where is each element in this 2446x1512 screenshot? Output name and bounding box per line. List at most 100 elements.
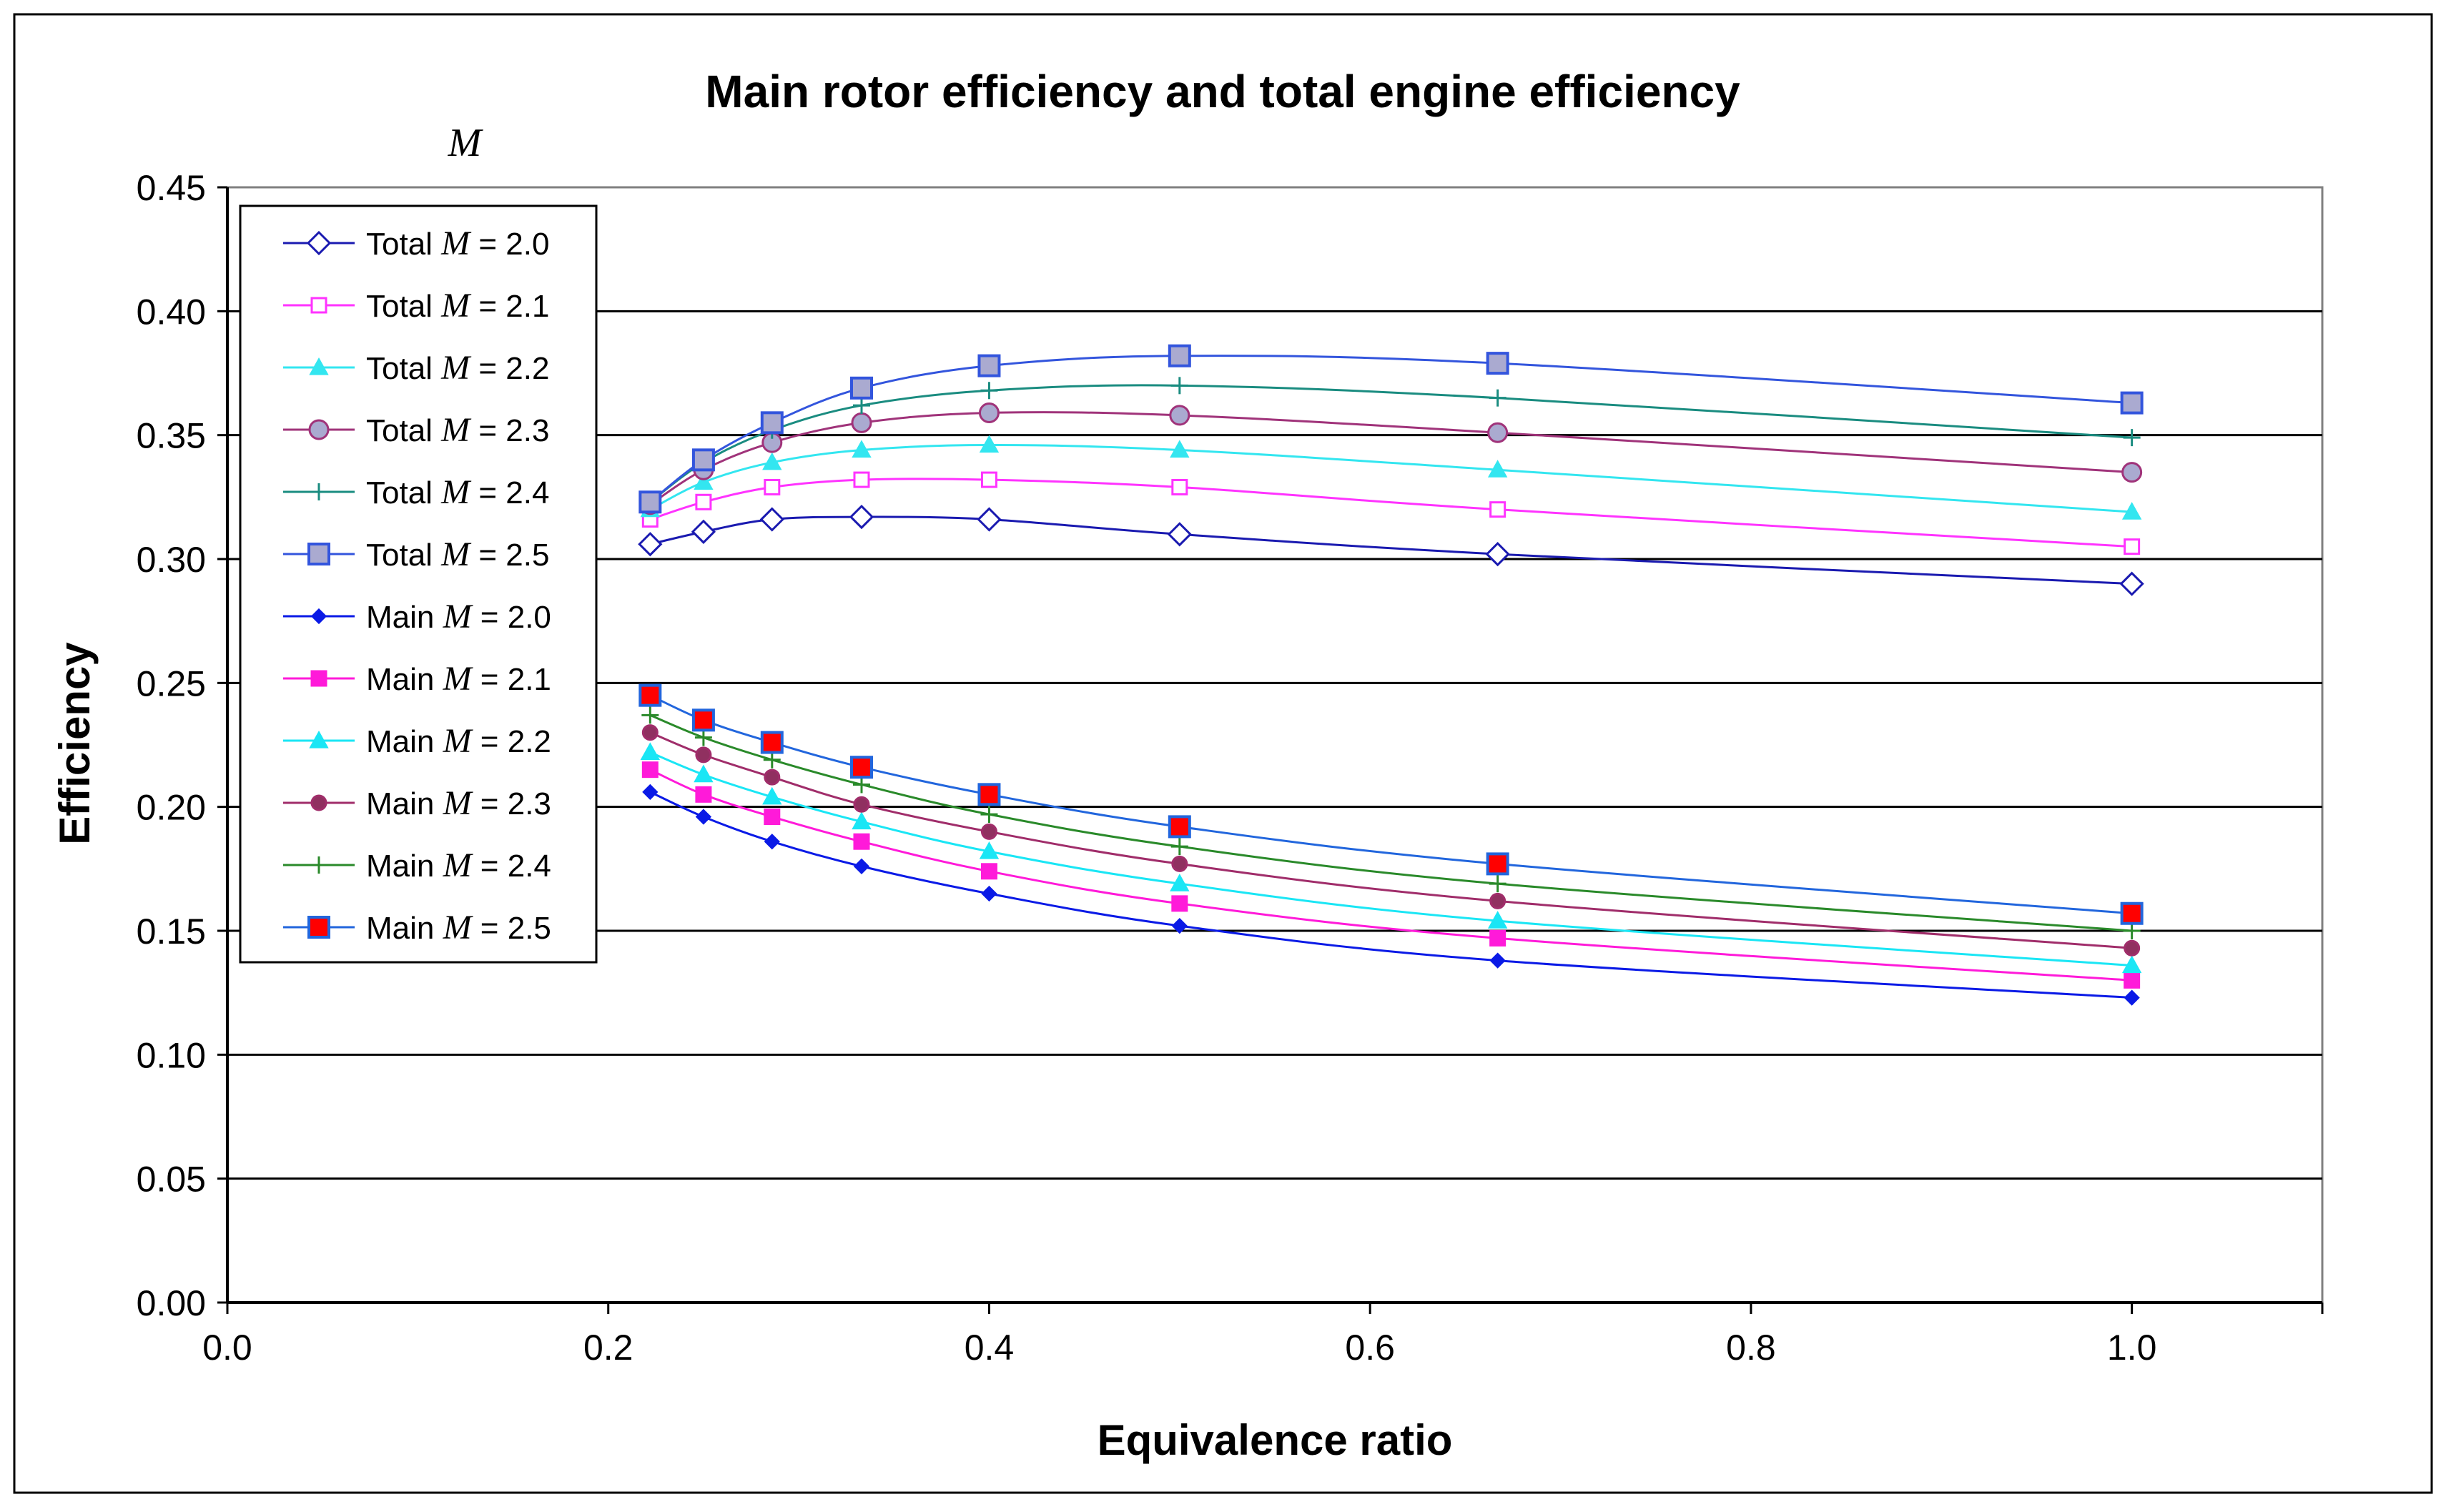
data-point-marker	[852, 811, 872, 830]
data-point-marker	[760, 411, 784, 435]
legend-item: Main M = 2.0	[283, 598, 551, 636]
data-point-marker	[852, 397, 870, 415]
legend-label-value: = 2.1	[472, 662, 551, 697]
data-point-marker	[310, 297, 327, 314]
legend-label-prefix: Main	[366, 724, 443, 759]
data-point-marker	[2120, 391, 2144, 415]
legend-label-symbol: M	[440, 411, 472, 449]
legend-label: Main M = 2.3	[366, 784, 551, 822]
data-point-marker	[310, 794, 327, 811]
legend-label-symbol: M	[443, 784, 474, 822]
y-tick-label: 0.40	[137, 292, 206, 332]
data-point-marker	[981, 885, 997, 902]
data-point-marker	[1170, 377, 1188, 395]
x-tick-label: 0.0	[202, 1328, 252, 1368]
data-point-marker	[310, 608, 327, 625]
legend-label-value: = 2.1	[470, 289, 549, 324]
data-point-marker	[849, 376, 873, 400]
legend-label-symbol: M	[440, 224, 472, 262]
data-point-marker	[640, 742, 661, 760]
legend-label: Total M = 2.4	[366, 473, 549, 511]
y-tick-label: 0.20	[137, 788, 206, 828]
data-point-marker	[1486, 852, 1509, 876]
legend-item: Main M = 2.4	[283, 846, 551, 884]
series-main-m-2-5	[638, 683, 2144, 925]
legend-item: Main M = 2.1	[283, 660, 551, 698]
legend-label-prefix: Main	[366, 600, 443, 635]
data-point-marker	[979, 435, 1000, 453]
legend-label: Total M = 2.3	[366, 411, 549, 449]
data-point-marker	[641, 706, 659, 724]
data-point-marker	[306, 230, 332, 256]
data-point-marker	[1489, 389, 1506, 407]
data-point-marker	[762, 786, 782, 805]
series-line	[649, 694, 2132, 915]
data-point-marker	[695, 786, 712, 803]
legend-item: Main M = 2.2	[283, 722, 551, 760]
legend-item: Main M = 2.3	[283, 784, 551, 822]
data-point-marker	[977, 783, 1001, 806]
y-axis-label: Efficiency	[51, 642, 99, 845]
data-point-marker	[307, 916, 330, 939]
y-tick-label: 0.30	[137, 540, 206, 580]
legend-label: Main M = 2.0	[366, 598, 551, 636]
data-point-marker	[1168, 344, 1191, 367]
data-point-marker	[309, 357, 329, 375]
legend-label-symbol: M	[440, 535, 472, 573]
data-point-marker	[1489, 892, 1506, 909]
series-line	[649, 444, 2132, 513]
axes: 0.00 0.05 0.10 0.15 0.20 0.25 0.30 0.35 0.40 0.45…	[137, 168, 2324, 1368]
data-point-marker	[1170, 838, 1188, 856]
data-point-marker	[1486, 352, 1509, 375]
data-point-marker	[2120, 901, 2144, 925]
legend-item: Total M = 2.3	[283, 411, 549, 449]
legend-label-value: = 2.3	[470, 413, 549, 448]
data-point-marker	[759, 507, 784, 532]
legend-label-value: = 2.2	[472, 724, 551, 759]
data-point-marker	[2121, 955, 2142, 974]
data-point-marker	[1167, 522, 1192, 547]
data-point-marker	[1489, 952, 1506, 969]
data-point-marker	[695, 809, 712, 825]
data-point-marker	[1487, 460, 1508, 478]
data-point-marker	[310, 483, 327, 500]
series-line	[649, 791, 2132, 999]
legend-label-prefix: Total	[366, 351, 441, 386]
data-point-marker	[1170, 874, 1190, 891]
data-point-marker	[638, 490, 662, 514]
x-tick-label: 0.6	[1345, 1328, 1395, 1368]
series-main-m-2-0	[642, 784, 2140, 1006]
data-point-marker	[310, 670, 327, 687]
legend-label-value: = 2.0	[472, 600, 551, 635]
x-tick-label: 0.2	[583, 1328, 633, 1368]
data-point-marker	[695, 746, 712, 764]
legend-label-value: = 2.4	[470, 475, 549, 510]
data-point-marker	[2123, 922, 2141, 939]
data-point-marker	[1489, 875, 1506, 893]
data-point-marker	[694, 472, 714, 490]
legend-label-prefix: Total	[366, 227, 441, 262]
series-line	[649, 769, 2132, 982]
data-point-marker	[2121, 502, 2142, 520]
legend-label-prefix: Main	[366, 849, 443, 884]
data-point-marker	[691, 448, 715, 472]
y-tick-label: 0.10	[137, 1035, 206, 1075]
legend-label: Main M = 2.5	[366, 909, 551, 947]
data-point-marker	[2123, 429, 2141, 447]
series-line	[649, 714, 2132, 932]
legend-label-value: = 2.4	[472, 849, 551, 884]
data-point-marker	[641, 724, 659, 741]
data-point-marker	[853, 471, 870, 488]
data-point-marker	[977, 354, 1001, 377]
legend-label: Main M = 2.4	[366, 846, 551, 884]
legend-label-value: = 2.5	[472, 911, 551, 946]
legend-label: Total M = 2.2	[366, 349, 549, 387]
series-total-m-2-1	[641, 471, 2141, 555]
data-point-marker	[980, 806, 998, 824]
legend-label-prefix: Total	[366, 413, 441, 448]
legend-item: Total M = 2.0	[283, 224, 549, 262]
legend-label: Total M = 2.1	[366, 287, 549, 325]
legend-label-symbol: M	[443, 660, 474, 698]
